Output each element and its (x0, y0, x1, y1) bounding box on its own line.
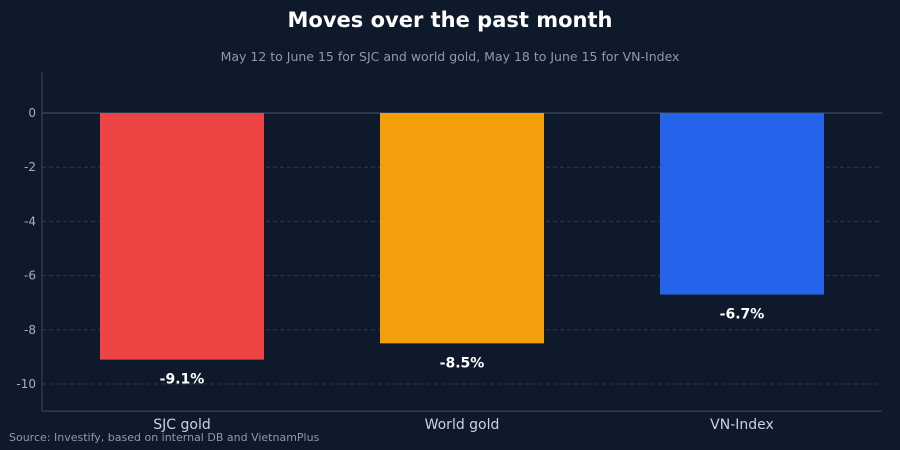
x-tick-label: VN-Index (710, 417, 774, 433)
y-tick-label: 0 (28, 106, 36, 120)
bar (100, 113, 264, 360)
bars (100, 113, 824, 360)
y-tick-label: -10 (16, 377, 36, 391)
axes (41, 72, 882, 412)
chart-subtitle: May 12 to June 15 for SJC and world gold… (220, 49, 680, 64)
source-note: Source: Investify, based on internal DB … (9, 431, 320, 444)
data-label: -8.5% (440, 355, 485, 371)
chart-title: Moves over the past month (287, 8, 613, 32)
bar (660, 113, 824, 295)
data-label: -9.1% (160, 372, 205, 388)
y-tick-label: -8 (24, 323, 36, 337)
x-tick-label: World gold (425, 417, 500, 433)
x-tick-label: SJC gold (153, 417, 210, 433)
y-tick-label: -2 (24, 160, 36, 174)
y-tick-label: -6 (24, 269, 36, 283)
bar (380, 113, 544, 344)
labels: 0 -2 -4 -6 -8 -10 -9.1% SJC gold -8.5% World gold… (16, 106, 773, 433)
data-label: -6.7% (720, 307, 765, 323)
y-tick-label: -4 (24, 214, 36, 228)
